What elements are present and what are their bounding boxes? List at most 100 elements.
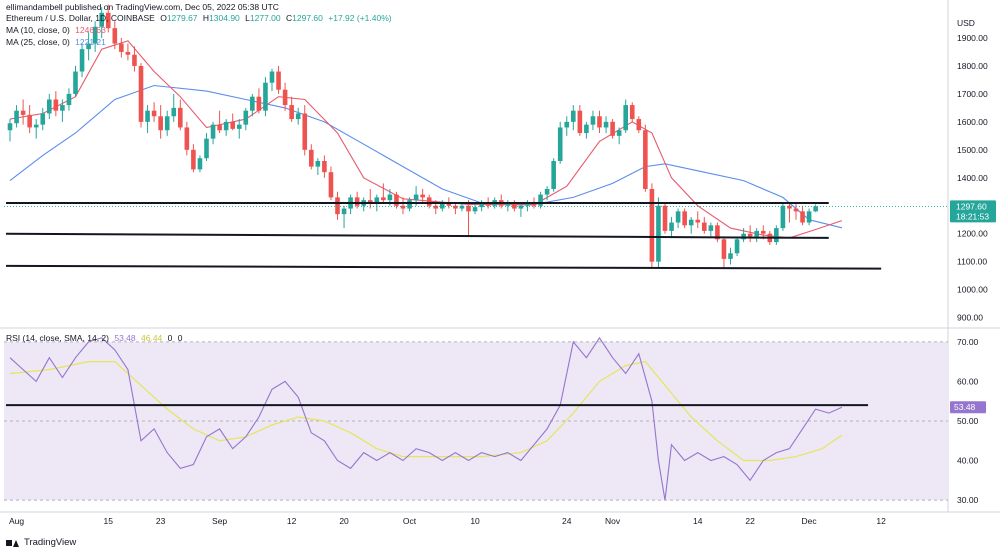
candle-body	[269, 71, 275, 83]
candle-body	[230, 121, 235, 129]
candle-body	[780, 205, 786, 229]
ohlc-close-value: 1297.60	[292, 13, 323, 23]
candle-body	[584, 124, 589, 134]
time-tick-label: Aug	[9, 516, 24, 526]
candle-body	[191, 149, 196, 170]
ohlc-low-label: L	[245, 13, 250, 23]
time-tick-label: 20	[339, 516, 349, 526]
candle-body	[53, 99, 59, 111]
candle-body	[616, 130, 622, 136]
ohlc-open-value: 1279.67	[166, 13, 198, 23]
candle-body	[309, 149, 314, 167]
candle-body	[472, 207, 478, 212]
rsi-tick-label: 40.00	[957, 456, 979, 466]
candle-body	[662, 205, 668, 231]
candle-body	[787, 205, 792, 209]
candle-body	[551, 161, 556, 189]
candle-body	[302, 113, 308, 150]
rsi-tick-label: 60.00	[957, 376, 979, 386]
time-tick-label: Oct	[403, 516, 417, 526]
ma10-label: MA (10, close, 0)	[6, 25, 70, 35]
ma25-label: MA (25, close, 0)	[6, 37, 70, 47]
price-tick-label: 1100.00	[957, 257, 987, 267]
candle-body	[328, 172, 334, 198]
candle-body	[643, 130, 648, 189]
ohlc-high-label: H	[202, 13, 210, 23]
candle-body	[531, 202, 537, 206]
candle-body	[760, 230, 766, 234]
candle-body	[702, 222, 707, 231]
candle-body	[793, 208, 799, 212]
candle-body	[721, 239, 727, 259]
candle-body	[774, 228, 779, 243]
candle-body	[112, 28, 118, 44]
candle-body	[433, 205, 439, 209]
rsi-last-label: 53.48	[954, 402, 976, 412]
candle-body	[79, 49, 85, 72]
candle-body	[734, 239, 740, 254]
candle-body	[577, 110, 583, 134]
rsi-ma-value: 46.44	[141, 333, 163, 343]
ohlc-open-label: O	[160, 13, 167, 23]
price-tick-label: 1200.00	[957, 229, 988, 239]
candle-body	[603, 121, 609, 128]
candle-body	[33, 124, 39, 128]
candle-body	[60, 105, 65, 111]
candle-body	[223, 121, 229, 131]
rsi-extra-2: 0	[177, 333, 183, 343]
candle-body	[125, 51, 131, 55]
candle-body	[341, 208, 347, 215]
time-tick-label: 12	[287, 516, 297, 526]
candle-body	[151, 110, 157, 117]
candle-body	[656, 205, 661, 262]
candle-body	[105, 12, 111, 29]
candle-body	[295, 113, 301, 120]
candle-body	[708, 225, 714, 231]
footer-brand: TradingView	[24, 537, 77, 548]
ma25-legend[interactable]: MA (25, close, 0) 1221.21	[6, 37, 106, 47]
rsi-ma-line	[9, 360, 843, 462]
time-tick-label: Dec	[802, 516, 818, 526]
rsi-legend[interactable]: RSI (14, close, SMA, 14, 2) 53.48 46.44 …	[6, 333, 183, 343]
last-price-tag	[950, 200, 996, 223]
candle-body	[138, 65, 144, 122]
candle-body	[813, 206, 818, 212]
rsi-extra-1: 0	[167, 333, 173, 343]
candle-body	[544, 188, 550, 195]
price-tick-label: 1800.00	[957, 61, 988, 71]
candle-body	[695, 219, 701, 223]
candle-body	[86, 43, 91, 50]
time-tick-label: 10	[470, 516, 480, 526]
candle-body	[282, 89, 288, 106]
candle-body	[518, 205, 524, 209]
candle-body	[119, 43, 124, 52]
time-tick-label: 23	[156, 516, 166, 526]
candle-body	[459, 205, 465, 209]
rsi-tick-label: 70.00	[957, 337, 979, 347]
candle-body	[73, 71, 78, 94]
candle-body	[145, 110, 150, 122]
candle-body	[335, 197, 340, 215]
time-tick-label: 22	[745, 516, 755, 526]
ohlc-high-value: 1304.90	[209, 13, 240, 23]
candle-body	[629, 105, 635, 120]
candle-body	[381, 197, 386, 201]
candle-body	[675, 211, 681, 223]
candle-body	[597, 116, 602, 128]
candle-body	[413, 194, 419, 201]
candle-body	[40, 113, 46, 125]
candle-body	[20, 110, 26, 115]
last-price-label: 1297.60	[956, 201, 987, 211]
candle-body	[158, 116, 163, 131]
rsi-band	[4, 341, 948, 501]
ma10-legend[interactable]: MA (10, close, 0) 1246.63	[6, 25, 106, 35]
candle-body	[485, 202, 491, 206]
ma10-value: 1246.63	[75, 25, 106, 35]
candle-body	[446, 202, 452, 206]
symbol-title[interactable]: Ethereum / U.S. Dollar, 1D, COINBASE	[6, 13, 155, 23]
price-tick-label: 1700.00	[957, 89, 988, 99]
candle-body	[682, 211, 687, 226]
candle-body	[99, 12, 104, 27]
horizontal-level-line	[5, 264, 882, 270]
